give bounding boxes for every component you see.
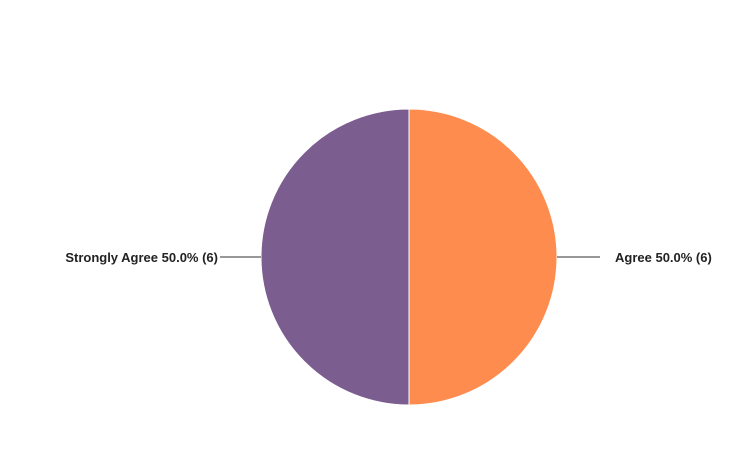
- slice-label: Agree 50.0% (6): [615, 250, 712, 265]
- pie-slice-strongly-agree[interactable]: [260, 108, 410, 406]
- pie-slice-agree[interactable]: [408, 108, 558, 406]
- slice-label: Strongly Agree 50.0% (6): [65, 250, 218, 265]
